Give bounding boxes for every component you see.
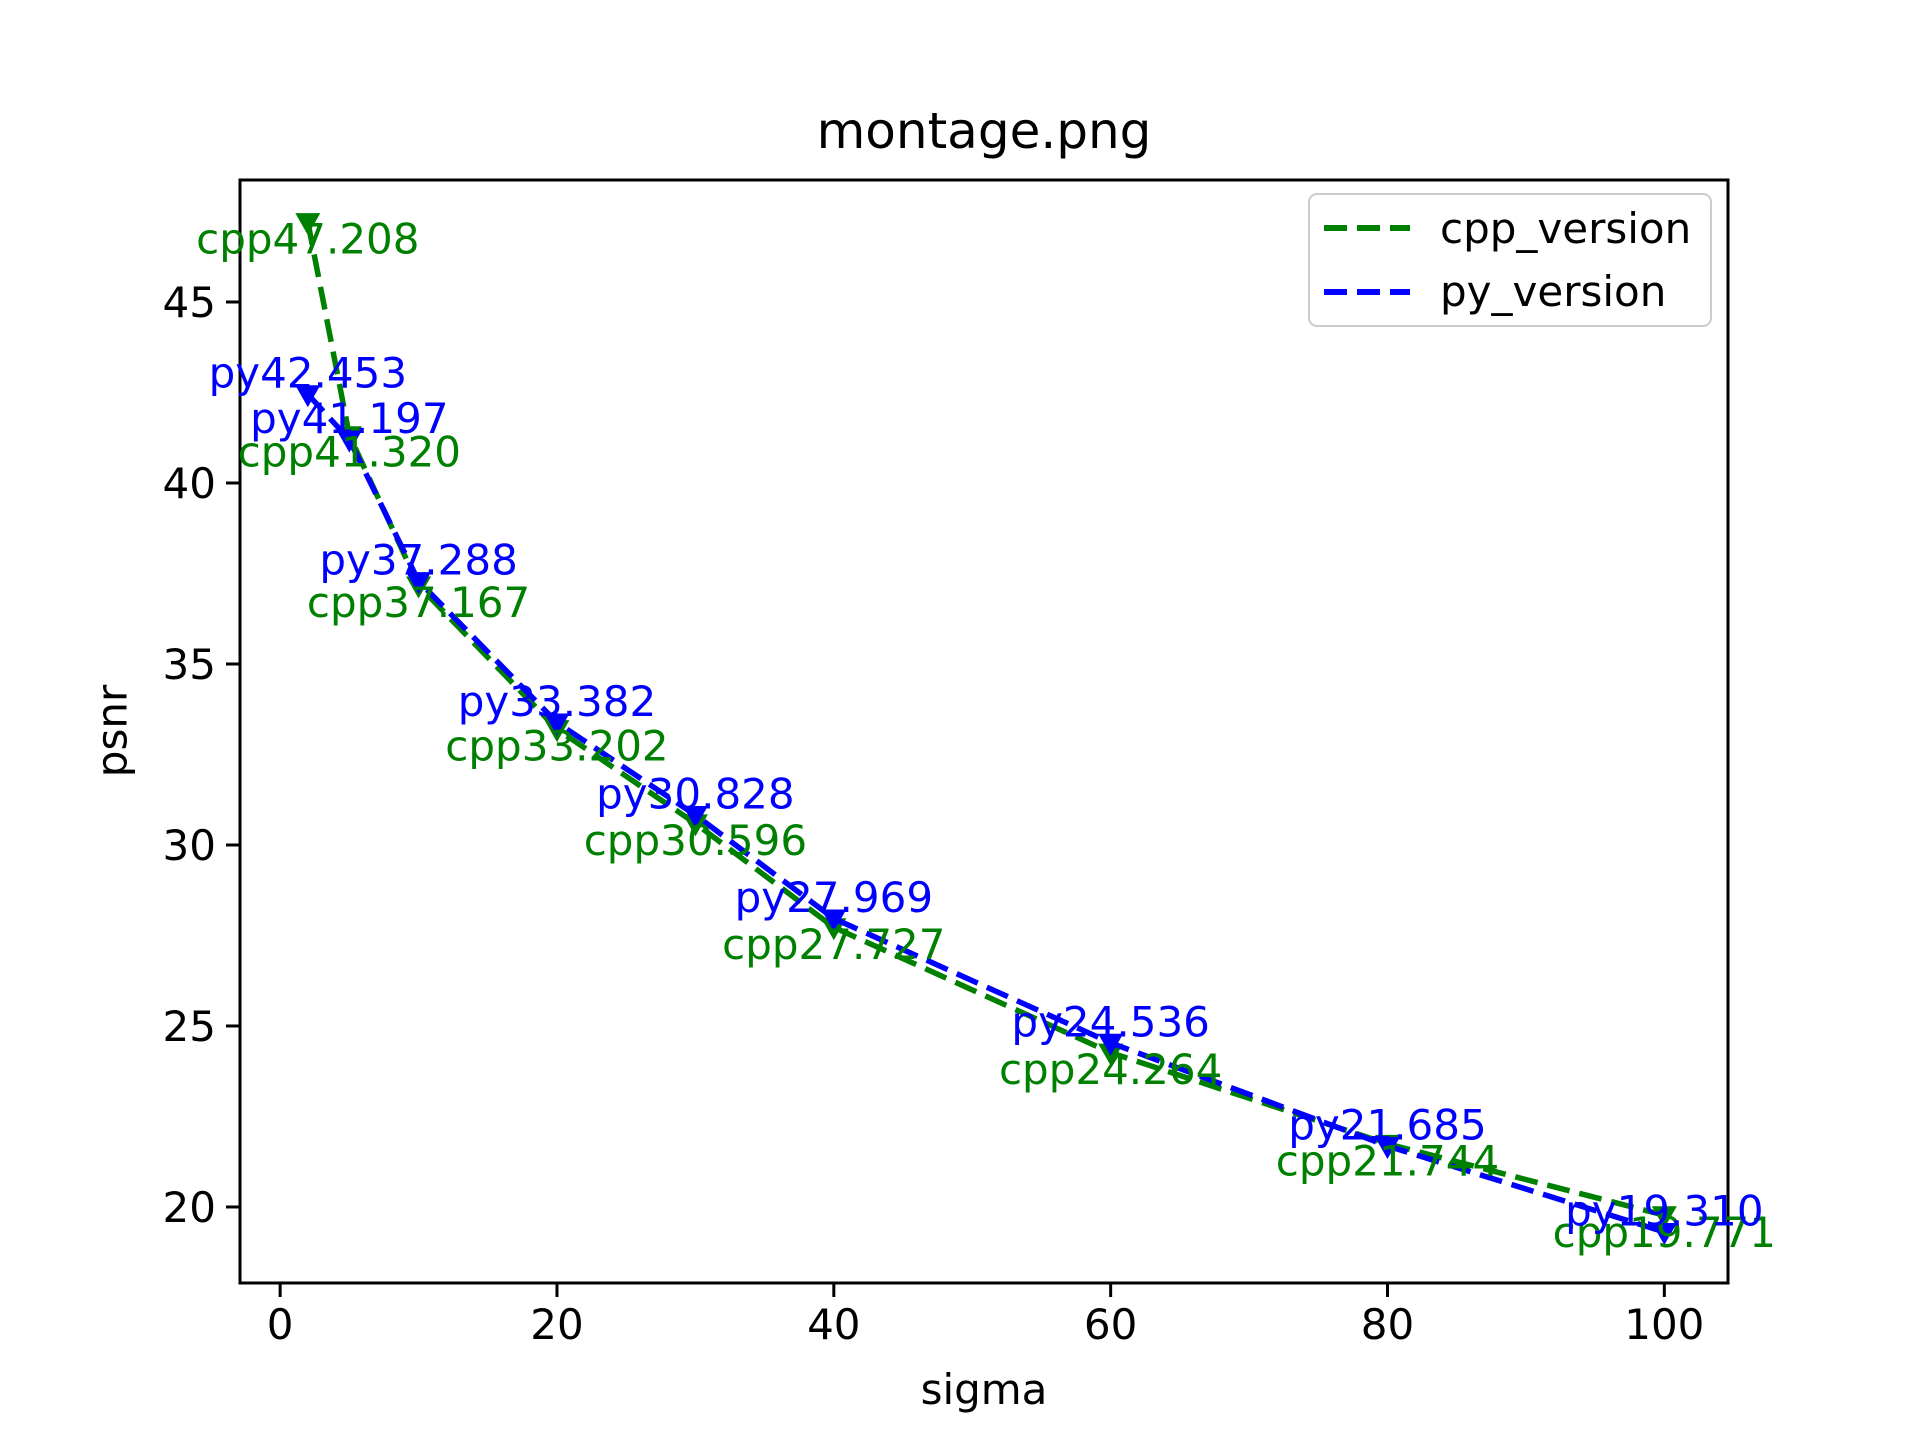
legend-label: py_version (1440, 267, 1667, 317)
plot-frame (238, 178, 1730, 1285)
legend-line-sample (1324, 288, 1410, 295)
point-label-py_version: py37.288 (319, 536, 517, 585)
marker-triangle-down-py_version (295, 385, 321, 408)
marker-triangle-down-py_version (406, 572, 432, 595)
point-label-cpp_version: cpp37.167 (307, 578, 530, 627)
legend-label: cpp_version (1440, 203, 1692, 253)
point-label-py_version: py21.685 (1288, 1100, 1486, 1149)
point-label-cpp_version: cpp24.264 (999, 1045, 1222, 1094)
x-tick-label: 100 (1624, 1300, 1704, 1349)
marker-triangle-down-py_version (1651, 1222, 1677, 1245)
marker-triangle-down-cpp_version (295, 213, 321, 236)
legend: cpp_version py_version (1308, 193, 1712, 327)
y-tick-label: 30 (163, 821, 216, 870)
plot-content: 0 20 40 60 80 100 20 25 30 35 40 45 cpp47.208 cpp41.3… (163, 178, 1776, 1349)
point-label-py_version: py42.453 (209, 349, 407, 398)
point-label-py_version: py19.310 (1565, 1186, 1763, 1235)
legend-entry-cpp_version: cpp_version (1324, 198, 1710, 258)
y-axis-label: psnr (88, 684, 137, 777)
x-tick-label: 80 (1361, 1300, 1414, 1349)
marker-triangle-down-cpp_version (1651, 1206, 1677, 1229)
marker-triangle-down-py_version (1374, 1136, 1400, 1159)
legend-entry-py_version: py_version (1324, 262, 1710, 322)
x-tick-label: 40 (807, 1300, 860, 1349)
point-label-cpp_version: cpp47.208 (196, 215, 419, 264)
y-tick-label: 25 (163, 1002, 216, 1051)
marker-triangle-down-py_version (821, 909, 847, 932)
point-label-py_version: py30.828 (596, 770, 794, 819)
x-axis-label: sigma (921, 1365, 1048, 1414)
marker-triangle-down-py_version (544, 713, 570, 736)
legend-line-sample (1324, 225, 1410, 232)
marker-triangle-down-py_version (1098, 1033, 1124, 1056)
point-label-cpp_version: cpp41.320 (238, 428, 461, 477)
point-label-py_version: py27.969 (735, 873, 933, 922)
x-tick-label: 60 (1084, 1300, 1137, 1349)
point-label-cpp_version: cpp21.744 (1276, 1136, 1499, 1185)
point-label-py_version: py33.382 (458, 677, 656, 726)
marker-triangle-down-py_version (682, 806, 708, 829)
point-label-cpp_version: cpp33.202 (445, 722, 668, 771)
point-label-cpp_version: cpp30.596 (584, 816, 807, 865)
y-tick-label: 40 (163, 459, 216, 508)
point-label-py_version: py41.197 (250, 394, 448, 443)
marker-triangle-down-py_version (336, 430, 362, 453)
point-label-cpp_version: cpp19.771 (1553, 1208, 1776, 1257)
point-label-py_version: py24.536 (1011, 997, 1209, 1046)
chart-title: montage.png (817, 102, 1152, 160)
y-tick-label: 35 (163, 640, 216, 689)
point-label-cpp_version: cpp27.727 (722, 920, 945, 969)
x-tick-label: 0 (267, 1300, 294, 1349)
y-tick-label: 45 (163, 278, 216, 327)
x-tick-label: 20 (530, 1300, 583, 1349)
y-tick-label: 20 (163, 1183, 216, 1232)
